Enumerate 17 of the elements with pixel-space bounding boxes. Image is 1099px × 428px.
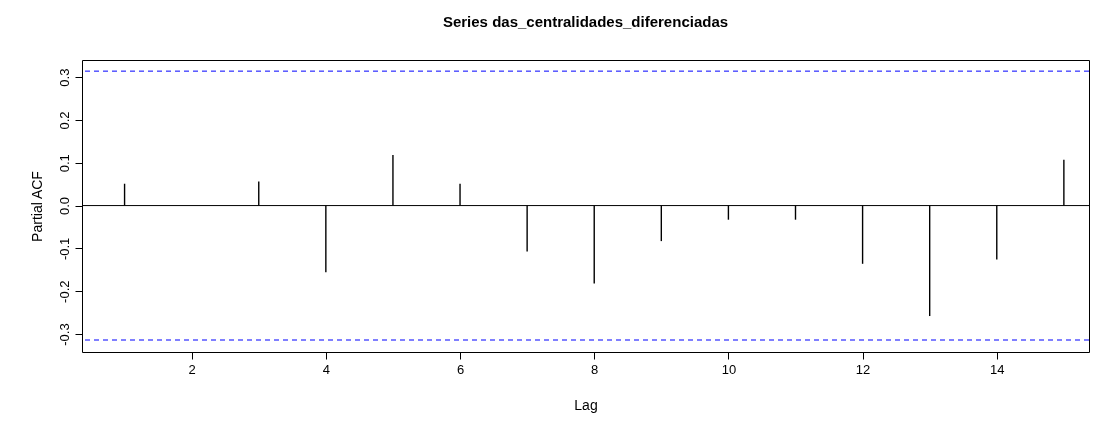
y-tick-label: 0.2 [56, 111, 72, 130]
y-tick-label: -0.3 [56, 323, 72, 346]
chart-title: Series das_centralidades_diferenciadas [442, 13, 729, 30]
x-tick-label: 14 [990, 361, 1005, 377]
y-tick-label: -0.1 [56, 237, 72, 261]
x-tick-label: 2 [188, 361, 196, 377]
x-tick-label: 10 [721, 361, 737, 377]
y-tick-label: -0.2 [56, 280, 72, 303]
x-tick-label: 12 [855, 361, 871, 377]
y-tick-label: 0.3 [56, 68, 72, 87]
y-axis-title: Partial ACF [28, 171, 45, 242]
x-tick-label: 4 [322, 361, 330, 377]
y-tick-label: 0.0 [56, 197, 72, 216]
x-tick-label: 6 [456, 361, 465, 377]
y-tick-label: 0.1 [56, 154, 72, 173]
x-axis-title: Lag [574, 396, 598, 413]
x-tick-label: 8 [591, 361, 599, 377]
